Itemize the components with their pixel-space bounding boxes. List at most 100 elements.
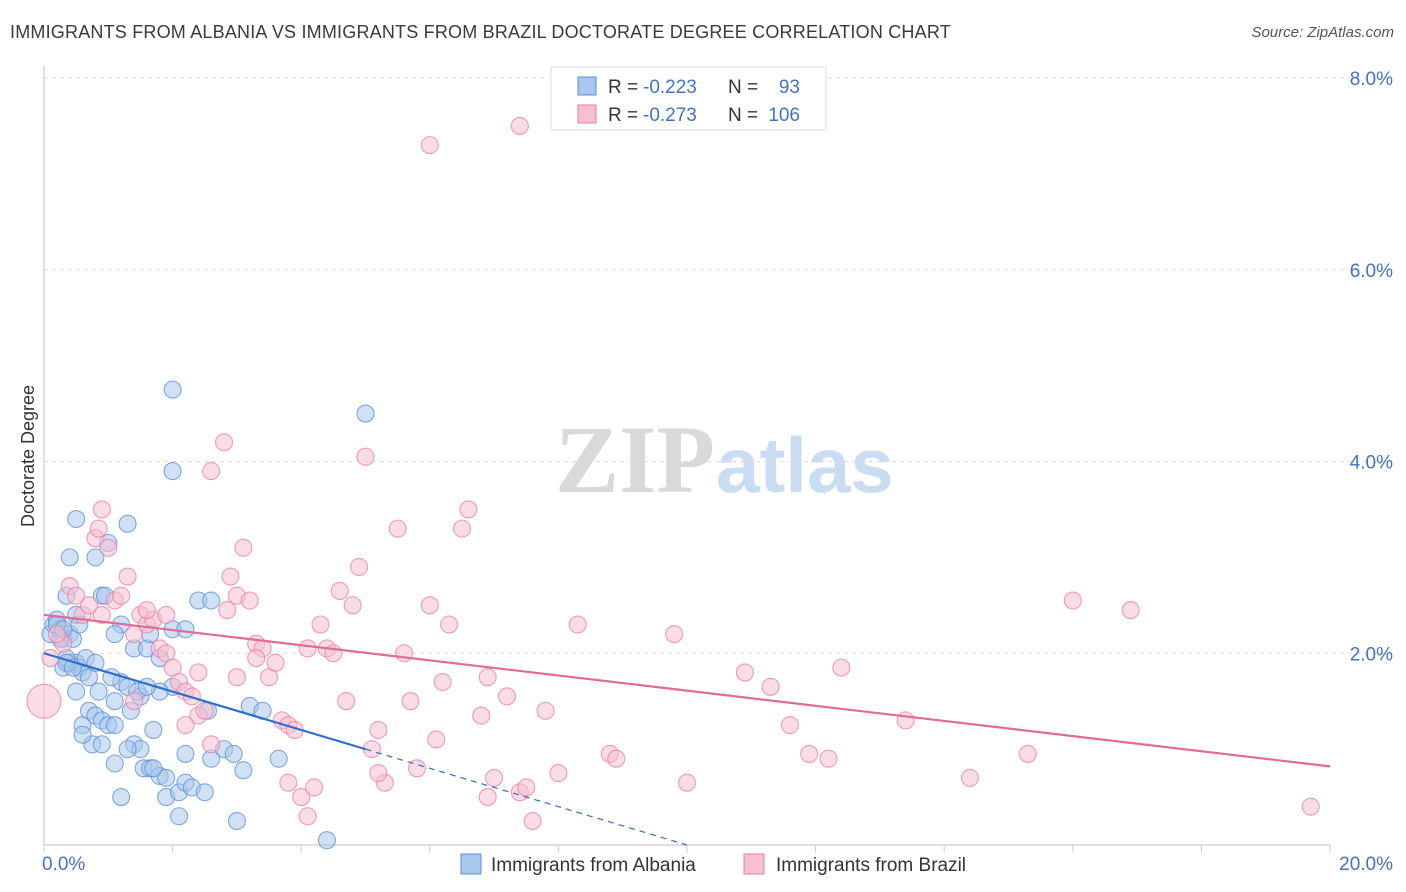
brazil-point [298, 807, 317, 826]
brazil-point [388, 519, 407, 538]
bottom-legend-label-brazil: Immigrants from Brazil [776, 855, 966, 876]
brazil-point [247, 648, 266, 668]
brazil-point [427, 730, 446, 749]
brazil-point [517, 778, 536, 797]
brazil-point [1121, 601, 1140, 620]
brazil-point [395, 644, 414, 663]
legend-swatch [577, 104, 597, 124]
brazil-point [420, 596, 439, 615]
albania-point [317, 831, 336, 850]
legend-n-value: 93 [779, 77, 800, 98]
watermark-atlas: atlas [716, 421, 894, 509]
albania-trend-line [43, 652, 366, 751]
brazil-point [677, 773, 697, 792]
brazil-point [337, 692, 356, 711]
brazil-point [536, 701, 555, 720]
albania-point [269, 749, 288, 768]
bottom-legend-label-albania: Immigrants from Albania [491, 855, 696, 876]
albania-point [144, 759, 163, 778]
brazil-point [89, 519, 108, 538]
brazil-point [459, 500, 478, 519]
brazil-point [343, 596, 362, 615]
legend-r-label: R = [608, 105, 638, 126]
brazil-point [369, 764, 388, 783]
brazil-point [735, 663, 754, 682]
legend-r-label: R = [608, 77, 638, 98]
x-tick-label-min: 0.0% [42, 854, 85, 875]
y-tick-label: 4.0% [1350, 453, 1393, 474]
albania-point [202, 591, 221, 610]
albania-point [356, 404, 375, 423]
brazil-point [202, 735, 221, 754]
brazil-point [298, 639, 317, 658]
albania-point [112, 788, 131, 807]
brazil-point [819, 749, 838, 768]
albania-point [105, 754, 124, 773]
brazil-point [79, 596, 99, 615]
albania-point [176, 620, 195, 639]
chart-title: IMMIGRANTS FROM ALBANIA VS IMMIGRANTS FR… [10, 22, 951, 42]
brazil-point [401, 692, 420, 711]
brazil-point [510, 116, 529, 135]
albania-point [89, 682, 108, 701]
brazil-point [665, 625, 684, 644]
brazil-point [266, 653, 285, 672]
brazil-point [240, 591, 259, 610]
albania-point [67, 682, 86, 701]
brazil-point [234, 538, 253, 557]
brazil-point [305, 778, 324, 797]
albania-point [224, 744, 243, 763]
brazil-point [1301, 797, 1320, 816]
brazil-point [472, 706, 491, 725]
brazil-point [433, 672, 452, 692]
bottom-legend-swatch-brazil [743, 853, 765, 875]
legend-n-value: 106 [768, 105, 800, 126]
brazil-point [99, 538, 118, 557]
y-tick-label: 6.0% [1350, 261, 1393, 282]
brazil-point [452, 519, 472, 538]
albania-point [163, 380, 182, 399]
brazil-point [195, 701, 214, 720]
y-axis-label: Doctorate Degree [18, 385, 38, 527]
brazil-point [221, 567, 240, 586]
brazil-point [369, 720, 388, 740]
brazil-point [440, 615, 459, 634]
brazil-point [292, 788, 311, 807]
bottom-legend: Immigrants from Albania Immigrants from B… [460, 853, 966, 876]
brazil-point [1018, 744, 1037, 763]
brazil-point [118, 567, 137, 586]
albania-point [195, 783, 214, 802]
brazil-point [761, 677, 780, 696]
brazil-point [157, 605, 176, 624]
albania-point [144, 720, 163, 740]
brazil-point [478, 668, 497, 687]
chart-source: Source: ZipAtlas.com [1251, 24, 1394, 41]
albania-point [105, 692, 124, 711]
albania-point [176, 744, 195, 763]
albania-point [67, 509, 86, 529]
brazil-point [330, 581, 349, 600]
brazil-point [26, 683, 62, 719]
y-tick-label: 2.0% [1350, 644, 1393, 665]
legend-r-value: -0.273 [643, 105, 697, 126]
brazil-point [896, 711, 915, 730]
brazil-point [420, 136, 439, 155]
albania-point [163, 462, 182, 481]
brazil-point [214, 433, 234, 452]
brazil-point [780, 716, 799, 735]
brazil-point [407, 759, 426, 778]
brazil-point [1063, 591, 1082, 610]
albania-point [105, 716, 124, 735]
brazil-point [227, 668, 246, 687]
albania-point [169, 807, 189, 826]
brazil-point [356, 447, 375, 466]
albania-point [157, 768, 176, 787]
albania-point [118, 514, 137, 533]
x-tick-label-max: 20.0% [1339, 854, 1393, 875]
bottom-legend-swatch-albania [460, 853, 482, 875]
brazil-point [218, 601, 237, 620]
brazil-point [279, 773, 298, 792]
albania-point [92, 735, 111, 754]
brazil-point [478, 788, 497, 807]
